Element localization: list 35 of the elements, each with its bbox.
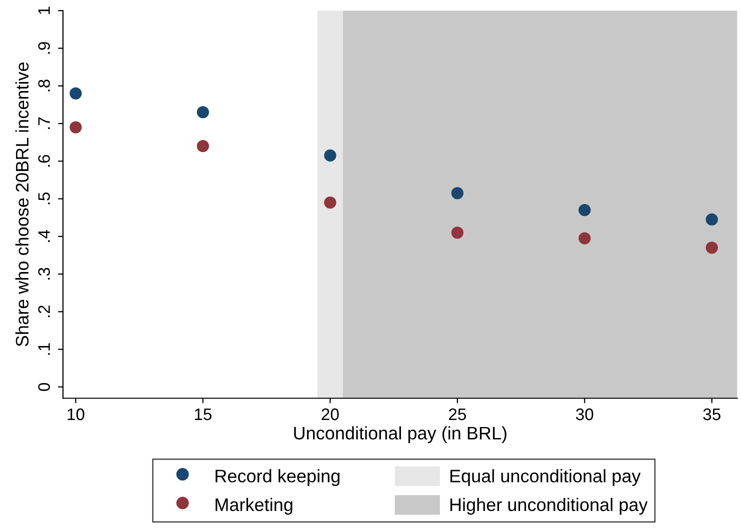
- x-tick-label: 15: [194, 408, 212, 420]
- x-tick-label: 30: [576, 408, 594, 420]
- point: [706, 242, 718, 254]
- y-tick-label: .4: [38, 230, 50, 242]
- legend-label: Equal unconditional pay: [450, 469, 641, 486]
- x-tick-label: 20: [322, 408, 339, 420]
- y-tick-label: .9: [38, 42, 50, 54]
- point: [578, 232, 591, 244]
- y-tick-label: 1: [38, 6, 50, 14]
- y-tick-label: .3: [38, 268, 50, 280]
- point: [706, 213, 718, 226]
- point: [451, 226, 464, 239]
- point: [451, 187, 464, 200]
- point: [324, 149, 336, 162]
- legend-label: Record keeping: [216, 469, 340, 486]
- y-tick-label: .8: [38, 80, 50, 92]
- point: [578, 204, 591, 216]
- y-tick-label: .7: [38, 117, 50, 129]
- legend-label: Higher unconditional pay: [450, 498, 648, 515]
- legend-label: Marketing: [216, 498, 292, 515]
- x-tick-label: 25: [448, 408, 466, 420]
- y-tick-label: .1: [38, 343, 50, 355]
- y-tick-label: .6: [38, 154, 50, 167]
- point: [70, 87, 82, 100]
- y-axis-title: Share who choose 20BRL incentive: [15, 62, 29, 346]
- point: [324, 196, 336, 209]
- point: [196, 140, 210, 152]
- x-tick-label: 10: [68, 408, 84, 420]
- x-tick-label: 35: [703, 408, 720, 420]
- point: [70, 121, 82, 134]
- point: [196, 106, 210, 118]
- x-axis-title: Unconditional pay (in BRL): [294, 426, 506, 444]
- y-tick-label: 0: [38, 382, 50, 391]
- y-tick-label: .2: [38, 306, 50, 318]
- y-tick-label: .5: [38, 192, 50, 204]
